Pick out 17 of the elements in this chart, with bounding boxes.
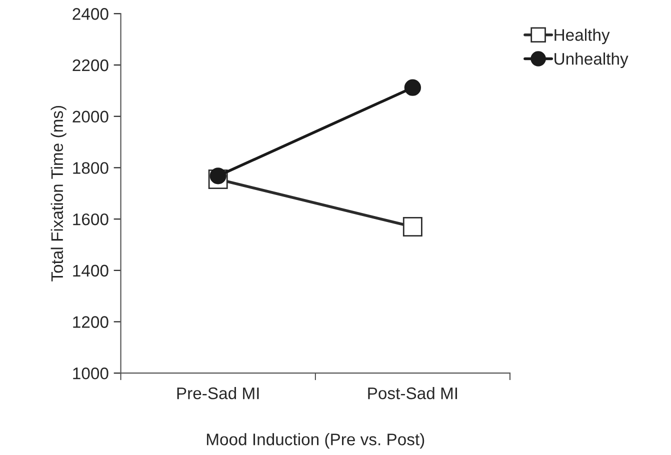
y-tick-label: 1200 bbox=[73, 316, 108, 328]
legend-label: Healthy bbox=[554, 28, 610, 44]
y-tick-label: 1000 bbox=[73, 368, 108, 380]
x-tick-label: Post-Sad MI bbox=[368, 386, 457, 400]
point bbox=[402, 217, 422, 236]
y-tick-label: 1600 bbox=[73, 213, 108, 226]
point bbox=[210, 168, 226, 184]
y-axis-title: Total Fixation Time (ms) bbox=[50, 106, 66, 282]
y-tick-label: 1400 bbox=[73, 264, 108, 277]
x-tick-label: Pre-Sad MI bbox=[177, 386, 259, 400]
x-axis-title: Mood Induction (Pre vs. Post) bbox=[206, 433, 424, 449]
y-tick-label: 1800 bbox=[73, 162, 108, 174]
y-tick-label: 2400 bbox=[72, 8, 108, 20]
point bbox=[404, 79, 421, 96]
y-tick-label: 2000 bbox=[72, 110, 108, 123]
legend-label: Unhealthy bbox=[554, 52, 628, 68]
y-tick-label: 2200 bbox=[72, 59, 108, 72]
